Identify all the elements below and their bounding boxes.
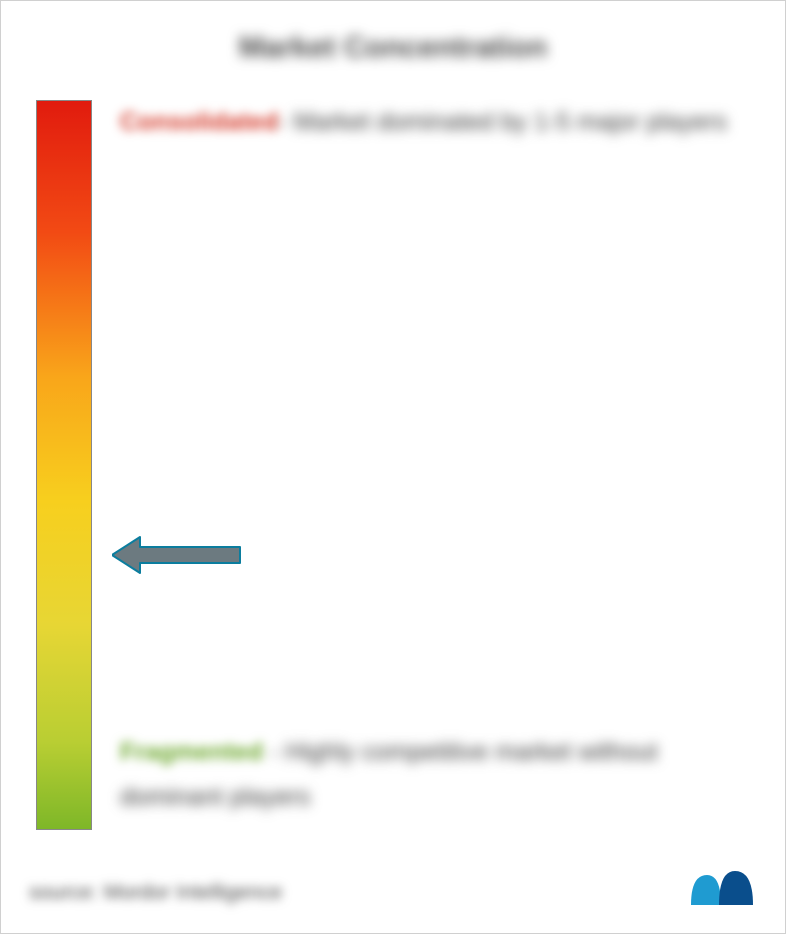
source-attribution: source: Mordor Intelligence: [29, 881, 282, 905]
consolidated-description: - Market dominated by 1-5 major players: [278, 108, 727, 136]
content-row: Consolidated- Market dominated by 1-5 ma…: [36, 100, 750, 830]
concentration-gradient-bar: [36, 100, 92, 830]
fragmented-label: Fragmented - Highly competitive market w…: [120, 730, 740, 820]
consolidated-label: Consolidated- Market dominated by 1-5 ma…: [120, 100, 740, 145]
chart-title: Market Concentration: [36, 31, 750, 65]
consolidated-highlight: Consolidated: [120, 108, 278, 136]
logo-icon: [687, 867, 757, 911]
labels-column: Consolidated- Market dominated by 1-5 ma…: [120, 100, 750, 830]
chart-container: Market Concentration Consolidated- Marke…: [0, 0, 786, 934]
brand-logo: [687, 867, 757, 911]
position-arrow: [112, 535, 242, 580]
fragmented-highlight: Fragmented: [120, 738, 263, 766]
arrow-left-icon: [112, 535, 242, 575]
